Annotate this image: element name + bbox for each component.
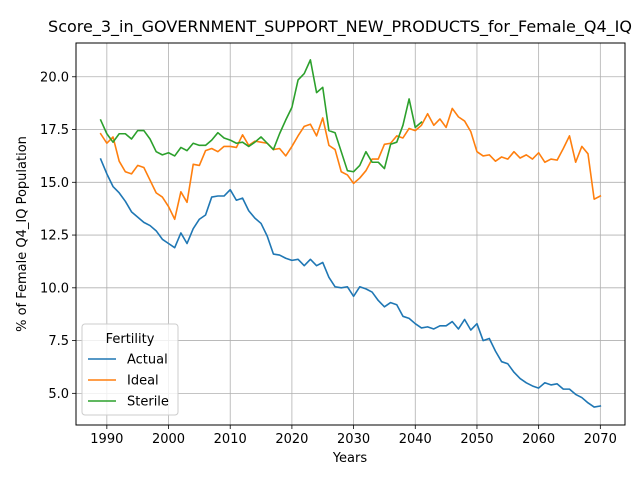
- y-axis: 5.0 7.5 10.0 12.5 15.0 17.5 20.0: [40, 70, 76, 402]
- x-tick-label: 2050: [460, 432, 493, 447]
- y-tick-label: 15.0: [40, 176, 69, 191]
- y-tick-label: 5.0: [48, 387, 69, 402]
- grid: [76, 43, 625, 425]
- x-tick-label: 2020: [275, 432, 308, 447]
- x-tick-label: 2000: [152, 432, 185, 447]
- legend-label-sterile: Sterile: [127, 395, 169, 410]
- chart-title: Score_3_in_GOVERNMENT_SUPPORT_NEW_PRODUC…: [48, 17, 632, 37]
- series-line-sterile: [99, 59, 423, 173]
- x-tick-label: 2070: [584, 432, 617, 447]
- series-layer: [99, 59, 602, 408]
- series-line-ideal: [99, 107, 602, 221]
- x-tick-label: 2040: [399, 432, 432, 447]
- legend-label-ideal: Ideal: [127, 374, 159, 389]
- plot-frame: [75, 42, 626, 426]
- x-axis: 1990 2000 2010 2020 2030 2040 2050 2060 2070: [90, 425, 617, 447]
- y-tick-label: 7.5: [48, 334, 69, 349]
- x-tick-label: 2030: [337, 432, 370, 447]
- y-tick-label: 10.0: [40, 281, 69, 296]
- x-tick-label: 2060: [522, 432, 555, 447]
- y-axis-label: % of Female Q4_IQ Population: [15, 136, 30, 332]
- y-tick-label: 17.5: [40, 123, 69, 138]
- legend-entries: Actual Ideal Sterile: [88, 353, 169, 410]
- y-tick-label: 20.0: [40, 70, 69, 85]
- x-tick-label: 1990: [90, 432, 123, 447]
- legend: Fertility Actual Ideal Sterile: [81, 323, 179, 416]
- y-tick-label: 12.5: [40, 229, 69, 244]
- series-line-actual: [99, 158, 602, 408]
- legend-box: [81, 323, 179, 416]
- x-tick-label: 2010: [214, 432, 247, 447]
- x-axis-label: Years: [332, 451, 368, 466]
- legend-label-actual: Actual: [127, 353, 168, 368]
- legend-title: Fertility: [106, 332, 155, 347]
